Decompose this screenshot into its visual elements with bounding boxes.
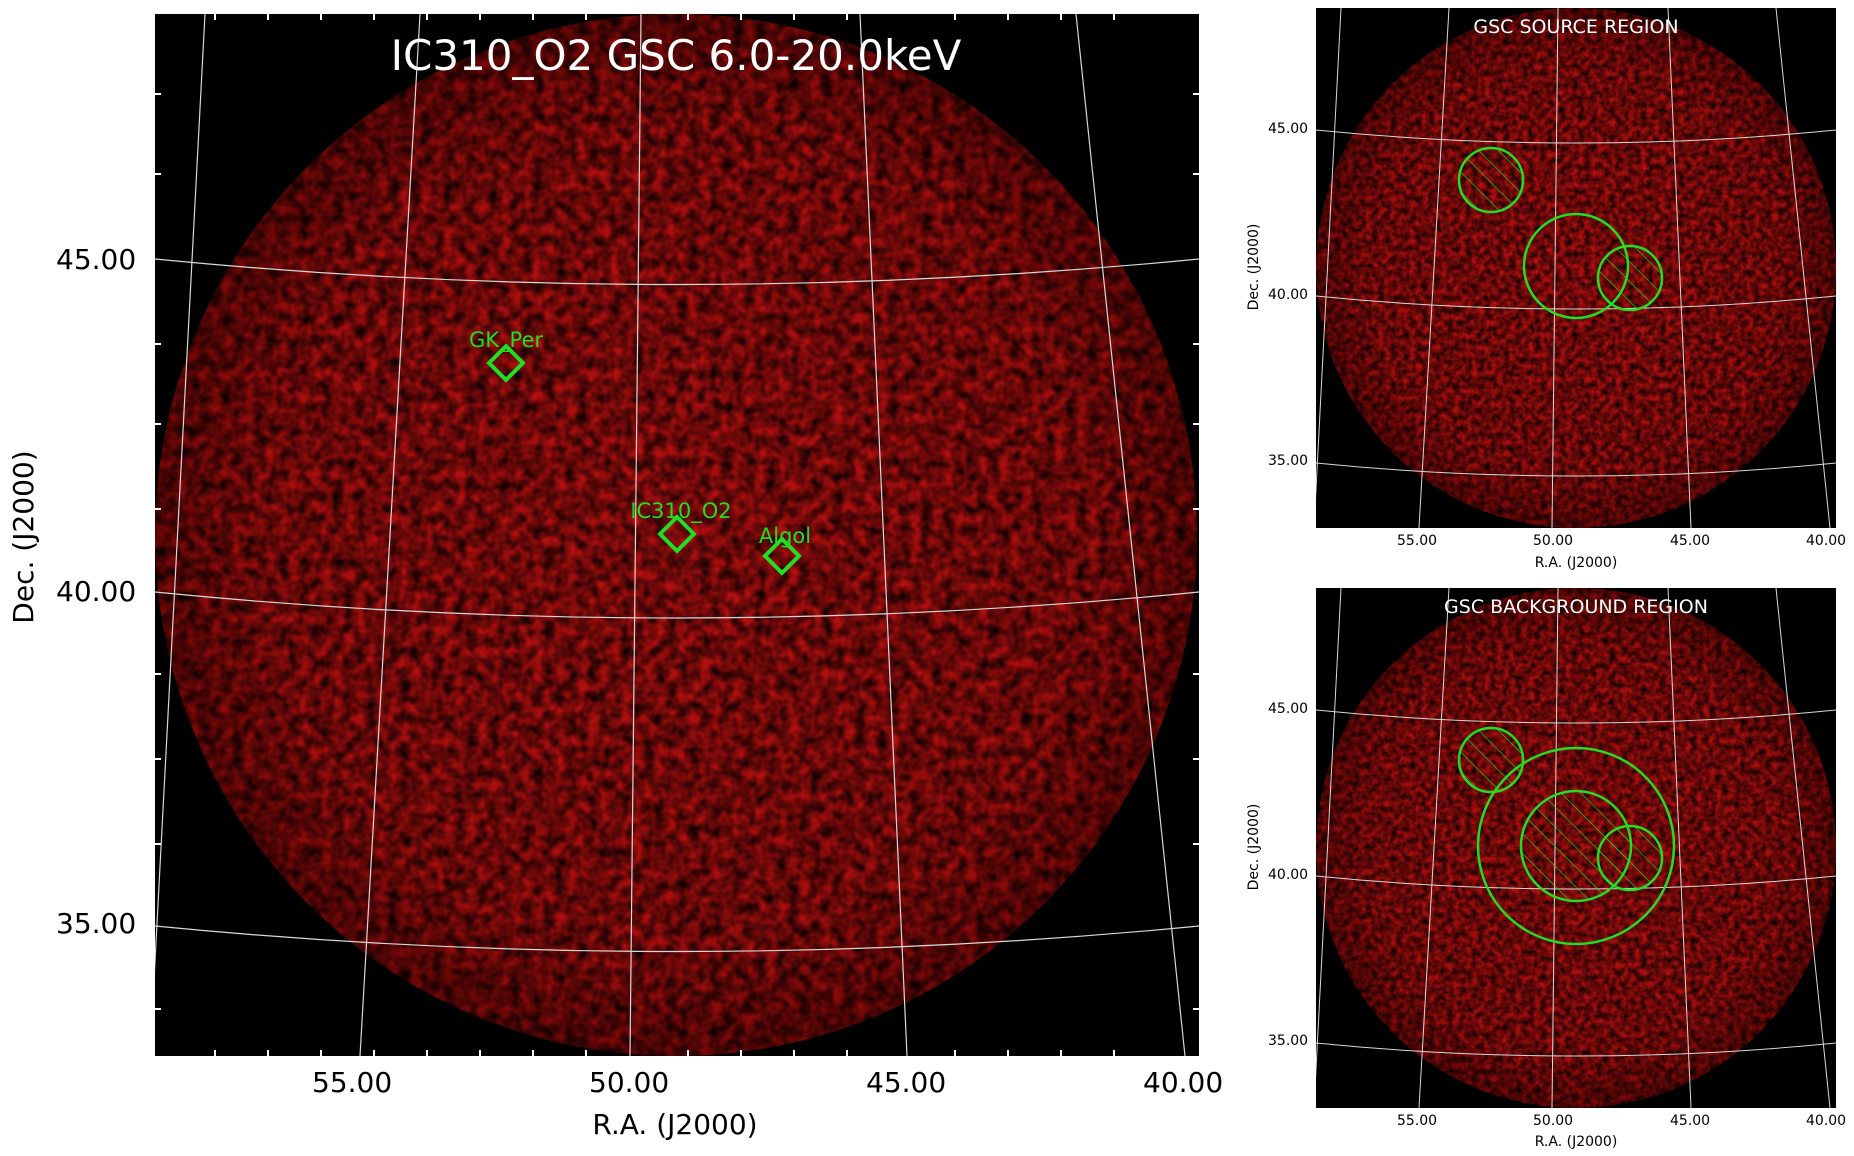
x-tick-label: 45.00	[1670, 1113, 1711, 1129]
x-tick-label: 50.00	[589, 1066, 670, 1099]
region-overlays	[1457, 726, 1676, 946]
source-region-panel: GSC SOURCE REGION	[1316, 8, 1836, 528]
background-panel-title: GSC BACKGROUND REGION	[1444, 596, 1708, 618]
excluded-region-algol[interactable]	[1596, 824, 1664, 892]
y-tick-label: 45.00	[56, 243, 137, 276]
source-markers	[486, 343, 802, 576]
edge-ticks	[155, 14, 1199, 1056]
source-region-svg: GSC SOURCE REGION	[1316, 8, 1836, 528]
y-tick-label: 40.00	[1268, 867, 1309, 883]
x-tick-label: 55.00	[1397, 533, 1438, 549]
main-y-axis-label: Dec. (J2000)	[7, 450, 40, 624]
background-y-axis-label: Dec. (J2000)	[1246, 803, 1262, 891]
source-marker-algol[interactable]	[762, 536, 802, 576]
x-tick-label: 55.00	[312, 1066, 393, 1099]
background-region-svg: GSC BACKGROUND REGION	[1316, 588, 1836, 1108]
excluded-region-gk-per[interactable]	[1457, 726, 1525, 794]
noise-texture	[155, 14, 1197, 1056]
source-label-algol: Algol	[759, 524, 811, 548]
x-tick-label: 50.00	[1533, 1113, 1574, 1129]
source-label-ic310: IC310_O2	[630, 499, 731, 524]
y-tick-label: 35.00	[1268, 1033, 1309, 1049]
y-tick-label: 40.00	[1268, 287, 1309, 303]
y-tick-label: 45.00	[1268, 701, 1309, 717]
coordinate-grid	[1316, 588, 1836, 1108]
x-tick-label: 40.00	[1143, 1066, 1224, 1099]
source-panel-title: GSC SOURCE REGION	[1473, 16, 1678, 38]
x-tick-label: 50.00	[1533, 533, 1574, 549]
source-x-axis-label: R.A. (J2000)	[1534, 555, 1618, 571]
main-x-axis-label: R.A. (J2000)	[592, 1108, 758, 1141]
coordinate-grid	[155, 14, 1199, 1056]
background-x-axis-label: R.A. (J2000)	[1534, 1134, 1618, 1150]
y-tick-label: 35.00	[56, 907, 137, 940]
source-marker-gk-per[interactable]	[486, 343, 526, 383]
y-tick-label: 35.00	[1268, 453, 1309, 469]
x-tick-label: 45.00	[866, 1066, 947, 1099]
excluded-region-gk-per[interactable]	[1457, 146, 1525, 214]
background-region-panel: GSC BACKGROUND REGION	[1316, 588, 1836, 1108]
background-outer-circle[interactable]	[1476, 746, 1676, 946]
main-title: IC310_O2 GSC 6.0-20.0keV	[391, 31, 962, 80]
x-tick-label: 40.00	[1806, 1113, 1847, 1129]
main-sky-image: IC310_O2 GSC 6.0-20.0keV GK_Per IC310_O2…	[155, 14, 1199, 1056]
source-label-gk-per: GK_Per	[469, 328, 543, 353]
excluded-region-algol[interactable]	[1596, 244, 1664, 312]
x-tick-label: 45.00	[1670, 533, 1711, 549]
coordinate-grid	[1316, 8, 1836, 528]
y-tick-label: 40.00	[56, 575, 137, 608]
y-tick-label: 45.00	[1268, 121, 1309, 137]
main-sky-svg: IC310_O2 GSC 6.0-20.0keV GK_Per IC310_O2…	[155, 14, 1199, 1056]
x-tick-label: 55.00	[1397, 1113, 1438, 1129]
noise-texture	[1316, 8, 1836, 528]
source-marker-ic310[interactable]	[657, 514, 697, 554]
region-overlays	[1457, 146, 1664, 320]
x-tick-label: 40.00	[1806, 533, 1847, 549]
source-y-axis-label: Dec. (J2000)	[1246, 223, 1262, 311]
